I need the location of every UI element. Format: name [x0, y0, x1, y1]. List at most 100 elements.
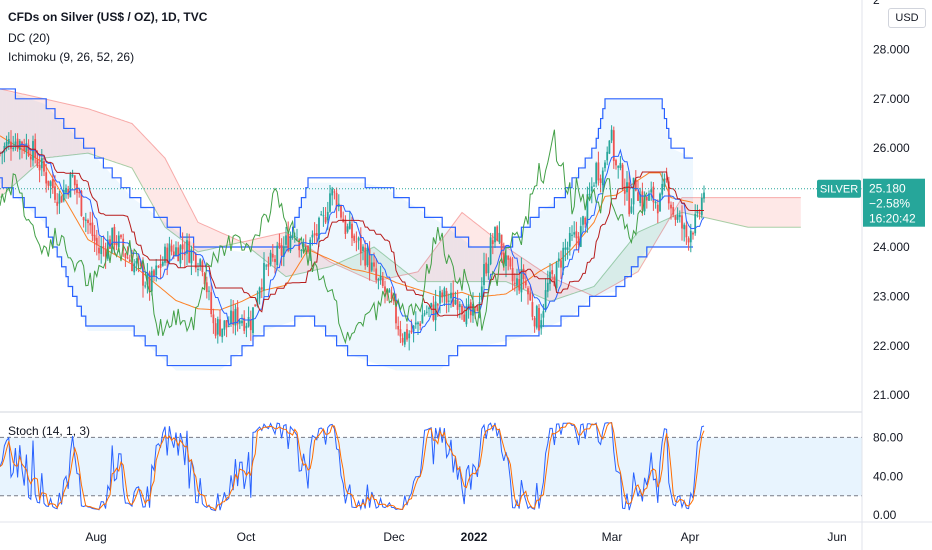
- candle-body[interactable]: [582, 216, 584, 225]
- candle-body[interactable]: [414, 322, 417, 325]
- candle-body[interactable]: [595, 163, 598, 184]
- candle-body[interactable]: [674, 216, 677, 220]
- candle-body[interactable]: [643, 195, 646, 212]
- candle-body[interactable]: [672, 207, 675, 215]
- currency-button[interactable]: USD: [888, 8, 926, 28]
- candle-body[interactable]: [179, 245, 182, 264]
- candle-body[interactable]: [533, 317, 536, 327]
- candle-body[interactable]: [480, 286, 483, 300]
- price-axis[interactable]: 21.00022.00023.00024.00025.00026.00027.0…: [873, 0, 910, 522]
- candle-body[interactable]: [656, 204, 659, 214]
- candle-body[interactable]: [326, 211, 329, 221]
- candle-body[interactable]: [139, 261, 142, 266]
- candle-body[interactable]: [502, 252, 505, 264]
- candle-body[interactable]: [447, 300, 450, 302]
- candle-body[interactable]: [628, 182, 631, 215]
- candle-body[interactable]: [60, 196, 63, 203]
- candle-body[interactable]: [538, 307, 540, 331]
- candle-body[interactable]: [265, 265, 268, 267]
- candle-body[interactable]: [364, 247, 367, 266]
- candle-body[interactable]: [412, 325, 415, 332]
- candle-body[interactable]: [300, 250, 303, 252]
- candle-body[interactable]: [282, 246, 285, 257]
- candle-body[interactable]: [113, 226, 116, 245]
- candle-body[interactable]: [260, 287, 263, 290]
- candle-body[interactable]: [148, 272, 151, 293]
- candle-body[interactable]: [304, 245, 307, 247]
- candle-body[interactable]: [168, 243, 171, 263]
- candle-body[interactable]: [227, 325, 230, 327]
- candle-body[interactable]: [392, 297, 395, 302]
- candle-body[interactable]: [368, 249, 371, 272]
- candle-body[interactable]: [403, 331, 406, 345]
- candle-body[interactable]: [507, 255, 510, 260]
- candle-body[interactable]: [27, 144, 30, 156]
- candle-body[interactable]: [95, 237, 98, 246]
- candle-body[interactable]: [87, 220, 89, 224]
- candle-body[interactable]: [703, 192, 705, 199]
- candle-body[interactable]: [186, 240, 188, 254]
- candle-body[interactable]: [194, 253, 197, 269]
- candle-body[interactable]: [67, 188, 70, 196]
- candle-body[interactable]: [390, 292, 393, 300]
- candle-body[interactable]: [219, 319, 221, 336]
- candle-body[interactable]: [623, 190, 626, 194]
- candle-body[interactable]: [663, 178, 666, 187]
- candle-body[interactable]: [102, 246, 105, 248]
- candle-body[interactable]: [417, 322, 419, 325]
- candle-body[interactable]: [436, 304, 439, 306]
- candle-body[interactable]: [98, 247, 100, 254]
- candle-body[interactable]: [397, 326, 400, 330]
- candle-body[interactable]: [606, 151, 609, 161]
- candle-body[interactable]: [256, 298, 259, 307]
- candle-body[interactable]: [612, 130, 615, 162]
- candle-body[interactable]: [263, 263, 265, 291]
- candle-body[interactable]: [443, 288, 446, 297]
- candle-body[interactable]: [650, 189, 653, 193]
- candle-body[interactable]: [676, 214, 679, 220]
- candle-body[interactable]: [276, 245, 279, 266]
- candle-body[interactable]: [388, 289, 391, 293]
- candle-body[interactable]: [610, 129, 613, 141]
- candle-body[interactable]: [601, 170, 604, 186]
- candle-body[interactable]: [188, 241, 191, 263]
- candle-body[interactable]: [634, 179, 637, 191]
- candle-body[interactable]: [667, 181, 670, 204]
- candle-body[interactable]: [434, 301, 437, 321]
- candle-body[interactable]: [56, 201, 59, 206]
- candle-body[interactable]: [289, 236, 292, 252]
- candle-body[interactable]: [494, 227, 496, 243]
- candle-body[interactable]: [540, 320, 543, 329]
- candle-body[interactable]: [223, 320, 226, 330]
- chart-title[interactable]: CFDs on Silver (US$ / OZ), 1D, TVC: [8, 10, 208, 24]
- candle-body[interactable]: [410, 330, 413, 333]
- candle-body[interactable]: [381, 277, 384, 286]
- candle-body[interactable]: [181, 244, 184, 250]
- candle-body[interactable]: [82, 217, 85, 221]
- candle-body[interactable]: [38, 164, 41, 171]
- candle-body[interactable]: [553, 276, 556, 286]
- candle-body[interactable]: [516, 278, 518, 286]
- candle-body[interactable]: [593, 185, 595, 187]
- candle-body[interactable]: [120, 235, 122, 238]
- candle-body[interactable]: [296, 237, 298, 239]
- candle-body[interactable]: [645, 196, 648, 201]
- candle-body[interactable]: [205, 282, 208, 293]
- candle-body[interactable]: [637, 192, 639, 201]
- candle-body[interactable]: [346, 226, 349, 232]
- candle-body[interactable]: [406, 329, 408, 340]
- candle-body[interactable]: [117, 235, 120, 248]
- candle-body[interactable]: [678, 214, 681, 218]
- candle-body[interactable]: [588, 193, 591, 195]
- candle-body[interactable]: [65, 187, 67, 193]
- candle-body[interactable]: [366, 247, 369, 266]
- candle-body[interactable]: [379, 276, 382, 280]
- candle-body[interactable]: [311, 234, 314, 238]
- candle-body[interactable]: [357, 237, 360, 241]
- candle-body[interactable]: [489, 237, 492, 265]
- candle-body[interactable]: [619, 162, 622, 168]
- candle-body[interactable]: [632, 177, 635, 205]
- candle-body[interactable]: [441, 292, 444, 298]
- candle-body[interactable]: [10, 141, 12, 149]
